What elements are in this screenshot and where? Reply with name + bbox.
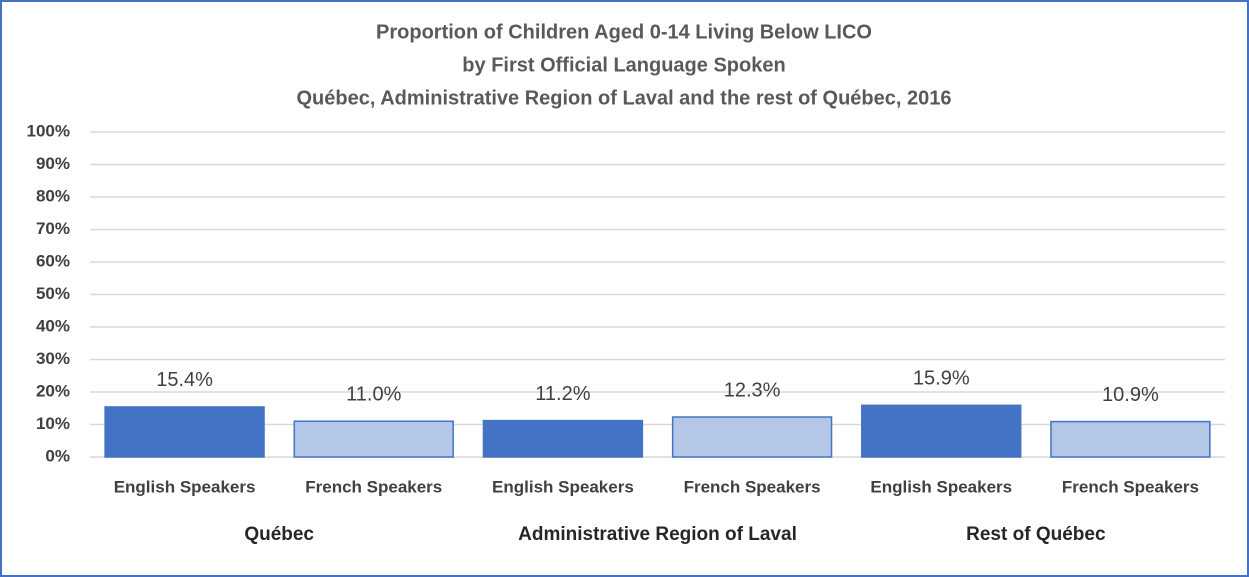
y-tick-label: 10%	[36, 414, 70, 433]
y-tick-label: 60%	[36, 251, 70, 270]
y-tick-label: 30%	[36, 349, 70, 368]
y-tick-label: 70%	[36, 219, 70, 238]
value-label: 10.9%	[1102, 384, 1159, 406]
group-label: Québec	[244, 524, 314, 545]
bar	[104, 406, 265, 458]
bar	[671, 416, 833, 458]
bar	[293, 420, 454, 458]
x-tick-label: English Speakers	[114, 477, 256, 496]
bar	[861, 404, 1022, 458]
y-tick-label: 80%	[36, 186, 70, 205]
bar	[1050, 420, 1211, 458]
y-tick-label: 100%	[27, 121, 70, 140]
group-label: Administrative Region of Laval	[518, 524, 797, 545]
chart-title: Proportion of Children Aged 0-14 Living …	[376, 21, 872, 43]
chart-title: by First Official Language Spoken	[462, 54, 785, 76]
group-label: Rest of Québec	[966, 524, 1106, 545]
value-label: 12.3%	[724, 379, 781, 401]
chart-title: Québec, Administrative Region of Laval a…	[297, 87, 952, 109]
y-tick-label: 50%	[36, 284, 70, 303]
y-tick-label: 90%	[36, 154, 70, 173]
x-tick-label: English Speakers	[870, 477, 1012, 496]
x-tick-label: French Speakers	[305, 477, 442, 496]
y-tick-label: 20%	[36, 381, 70, 400]
value-label: 15.4%	[156, 369, 213, 391]
y-tick-label: 0%	[45, 446, 70, 465]
bar	[482, 419, 644, 458]
value-label: 11.0%	[346, 384, 401, 406]
y-tick-label: 40%	[36, 316, 70, 335]
value-label: 15.9%	[913, 368, 970, 390]
x-tick-label: French Speakers	[684, 477, 821, 496]
value-label: 11.2%	[535, 383, 590, 405]
x-tick-label: French Speakers	[1062, 477, 1199, 496]
x-tick-label: English Speakers	[492, 477, 634, 496]
